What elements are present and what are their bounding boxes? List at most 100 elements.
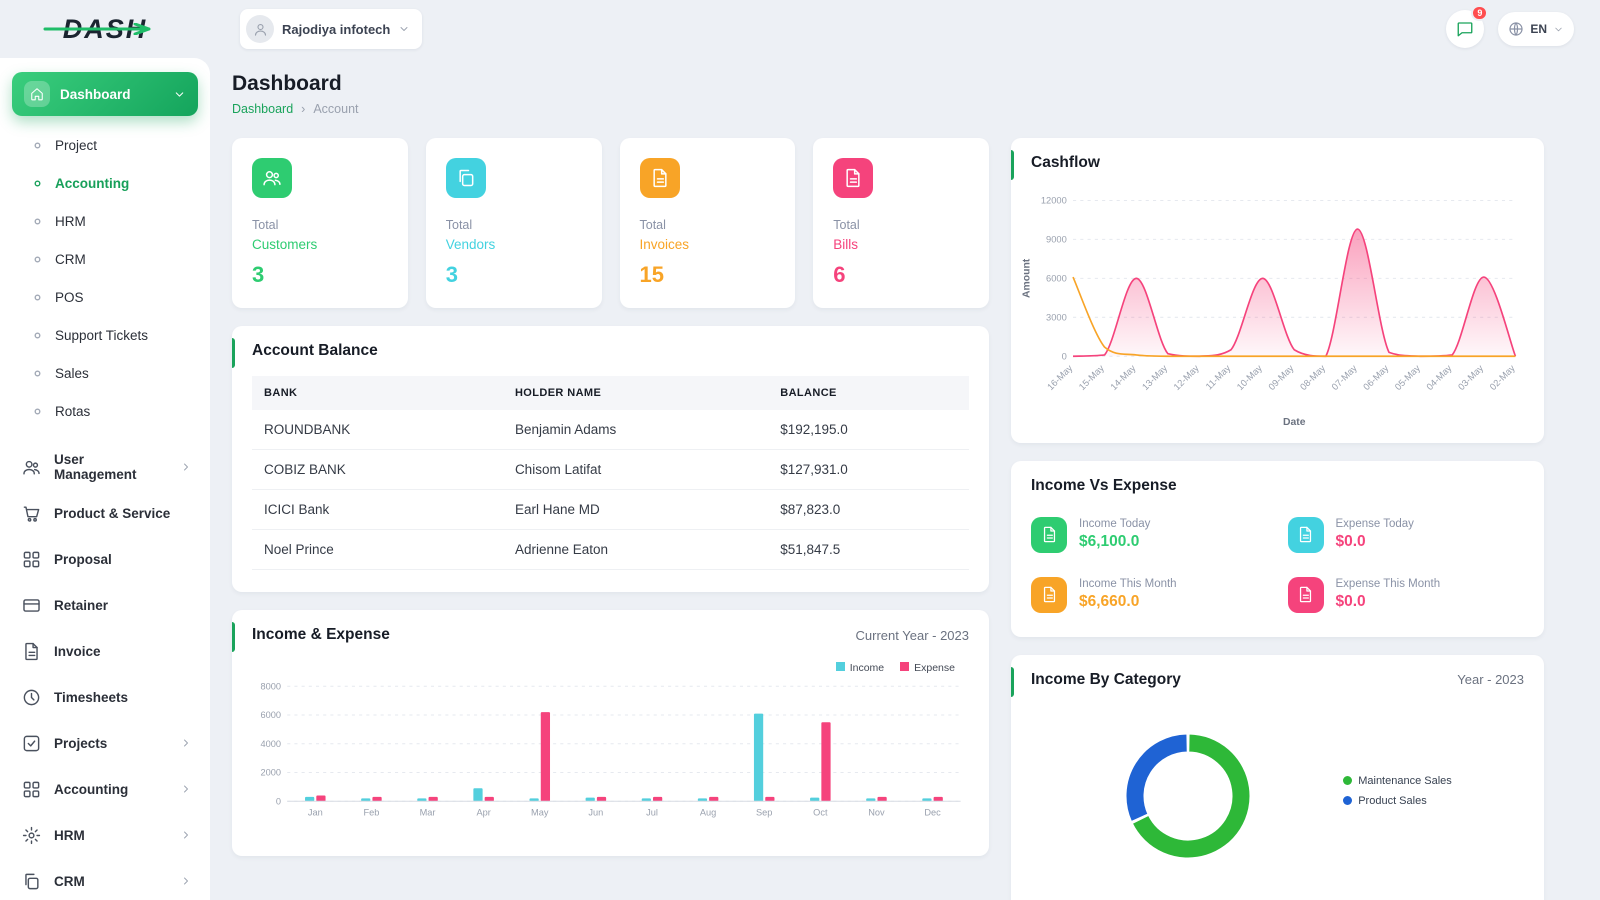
company-selector[interactable]: Rajodiya infotech — [240, 9, 423, 49]
donut-row: Maintenance Sales Product Sales — [1011, 705, 1544, 900]
legend-label: Maintenance Sales — [1358, 774, 1452, 787]
sidebar-item-proposal[interactable]: Proposal — [0, 536, 210, 582]
sidebar-item-label: Rotas — [55, 403, 91, 419]
svg-text:07-May: 07-May — [1330, 363, 1359, 392]
cell-holder: Earl Hane MD — [502, 489, 769, 530]
sidebar-item-label: User Management — [54, 452, 137, 482]
svg-text:Date: Date — [1283, 417, 1306, 428]
sidebar-item-support-tickets[interactable]: Support Tickets — [0, 316, 210, 354]
svg-text:0: 0 — [1062, 351, 1067, 361]
language-selector[interactable]: EN — [1498, 12, 1574, 46]
legend-item-expense: Expense — [900, 662, 955, 674]
sidebar-item-rotas[interactable]: Rotas — [0, 392, 210, 430]
users-icon — [22, 458, 41, 477]
legend-swatch — [835, 662, 845, 671]
sidebar-item-project[interactable]: Project — [0, 126, 210, 164]
sidebar-item-label: Invoice — [54, 643, 101, 659]
sidebar-item-label: Product & Service — [54, 505, 171, 521]
table-row: ROUNDBANK Benjamin Adams $192,195.0 — [252, 410, 969, 450]
clock-icon — [22, 688, 41, 707]
sidebar-item-projects[interactable]: Projects — [0, 720, 210, 766]
stat-prefix: Total — [252, 218, 279, 232]
sidebar-item-retainer[interactable]: Retainer — [0, 582, 210, 628]
stat-value: 3 — [252, 262, 265, 287]
language-label: EN — [1530, 22, 1547, 36]
grid-icon — [22, 550, 41, 569]
sidebar-item-hrm-menu[interactable]: HRM — [0, 812, 210, 858]
stat-label: Invoices — [639, 237, 690, 252]
svg-text:8000: 8000 — [261, 681, 282, 691]
sidebar-item-label: Project — [55, 137, 98, 153]
cell-holder: Chisom Latifat — [502, 449, 769, 490]
svg-text:Nov: Nov — [868, 808, 885, 818]
topbar: DASH Rajodiya infotech 9 EN — [0, 0, 1600, 58]
check-square-icon — [22, 734, 41, 753]
stat-prefix: Total — [445, 218, 473, 232]
bullet-icon — [32, 140, 43, 151]
svg-text:03-May: 03-May — [1456, 363, 1485, 392]
page-title: Dashboard — [232, 72, 342, 95]
svg-text:Jul: Jul — [646, 808, 658, 818]
breadcrumb-dashboard-link[interactable]: Dashboard — [232, 102, 294, 116]
sidebar-item-sales[interactable]: Sales — [0, 354, 210, 392]
stat-value: 6 — [833, 262, 846, 287]
card-title: Cashflow — [1031, 154, 1100, 171]
sidebar-item-dashboard[interactable]: Dashboard — [12, 72, 198, 116]
expense-icon — [1287, 576, 1324, 613]
metric-label: Expense Today — [1335, 518, 1414, 531]
metric-value: $0.0 — [1335, 533, 1366, 551]
messages-button[interactable]: 9 — [1446, 5, 1489, 48]
metric-value: $6,660.0 — [1079, 593, 1140, 611]
chevron-down-icon — [1553, 24, 1564, 35]
svg-text:Jan: Jan — [308, 808, 323, 818]
svg-text:May: May — [531, 808, 549, 818]
stat-label: Vendors — [445, 237, 496, 252]
sidebar-item-timesheets[interactable]: Timesheets — [0, 674, 210, 720]
card-header: Account Balance — [232, 326, 989, 376]
sidebar-item-product-service[interactable]: Product & Service — [0, 490, 210, 536]
legend-item-product-sales: Product Sales — [1343, 795, 1452, 807]
stat-label: Customers — [252, 237, 318, 252]
sidebar-item-hrm[interactable]: HRM — [0, 202, 210, 240]
svg-text:12000: 12000 — [1041, 196, 1067, 206]
income-by-category-donut-chart — [1103, 711, 1273, 886]
cell-balance: $192,195.0 — [768, 410, 969, 450]
svg-text:02-May: 02-May — [1488, 363, 1517, 392]
card-header: Income By Category Year - 2023 — [1011, 655, 1544, 705]
cell-bank: Noel Prince — [252, 529, 503, 570]
sidebar-item-label: Retainer — [54, 597, 109, 613]
messages-badge: 9 — [1471, 5, 1489, 21]
main-content: Dashboard Dashboard › Account Total Cust… — [210, 58, 1600, 900]
app-logo[interactable]: DASH — [43, 14, 151, 45]
breadcrumb: Dashboard › Account — [232, 102, 1544, 116]
cell-balance: $127,931.0 — [768, 449, 969, 490]
card-title: Income Vs Expense — [1031, 476, 1177, 494]
svg-text:6000: 6000 — [261, 710, 282, 720]
chevron-right-icon — [180, 783, 192, 795]
sidebar-item-pos[interactable]: POS — [0, 278, 210, 316]
sidebar-item-crm[interactable]: CRM — [0, 240, 210, 278]
svg-text:2000: 2000 — [261, 768, 282, 778]
svg-text:6000: 6000 — [1046, 273, 1067, 283]
sidebar-item-label: Dashboard — [60, 86, 131, 102]
sidebar-item-invoice[interactable]: Invoice — [0, 628, 210, 674]
logo-swoosh-icon — [43, 23, 151, 35]
sidebar-item-accounting-menu[interactable]: Accounting — [0, 766, 210, 812]
chat-icon — [1456, 20, 1474, 38]
sidebar-item-label: Support Tickets — [55, 327, 149, 343]
card-title: Income By Category — [1031, 670, 1181, 688]
income-icon — [1031, 576, 1067, 613]
sidebar-item-accounting[interactable]: Accounting — [0, 164, 210, 202]
breadcrumb-separator: › — [301, 102, 306, 116]
column-header: HOLDER NAME — [502, 376, 769, 410]
column-header: BANK — [252, 376, 503, 410]
income-vs-expense-card: Income Vs Expense Income Today $6,100.0 — [1011, 460, 1544, 637]
card-period: Current Year - 2023 — [855, 627, 969, 643]
sidebar-item-crm-menu[interactable]: CRM — [0, 858, 210, 900]
sidebar: Dashboard Project Accounting HRM CRM — [0, 58, 210, 900]
account-balance-table: BANK HOLDER NAME BALANCE ROUNDBANK Benja… — [252, 376, 969, 570]
dashboard-grid: Total Customers 3 Total Vendors 3 — [232, 138, 1544, 900]
svg-text:3000: 3000 — [1046, 312, 1067, 322]
chart-legend: Income Expense — [232, 660, 989, 676]
sidebar-item-user-management[interactable]: User Management — [0, 444, 210, 490]
